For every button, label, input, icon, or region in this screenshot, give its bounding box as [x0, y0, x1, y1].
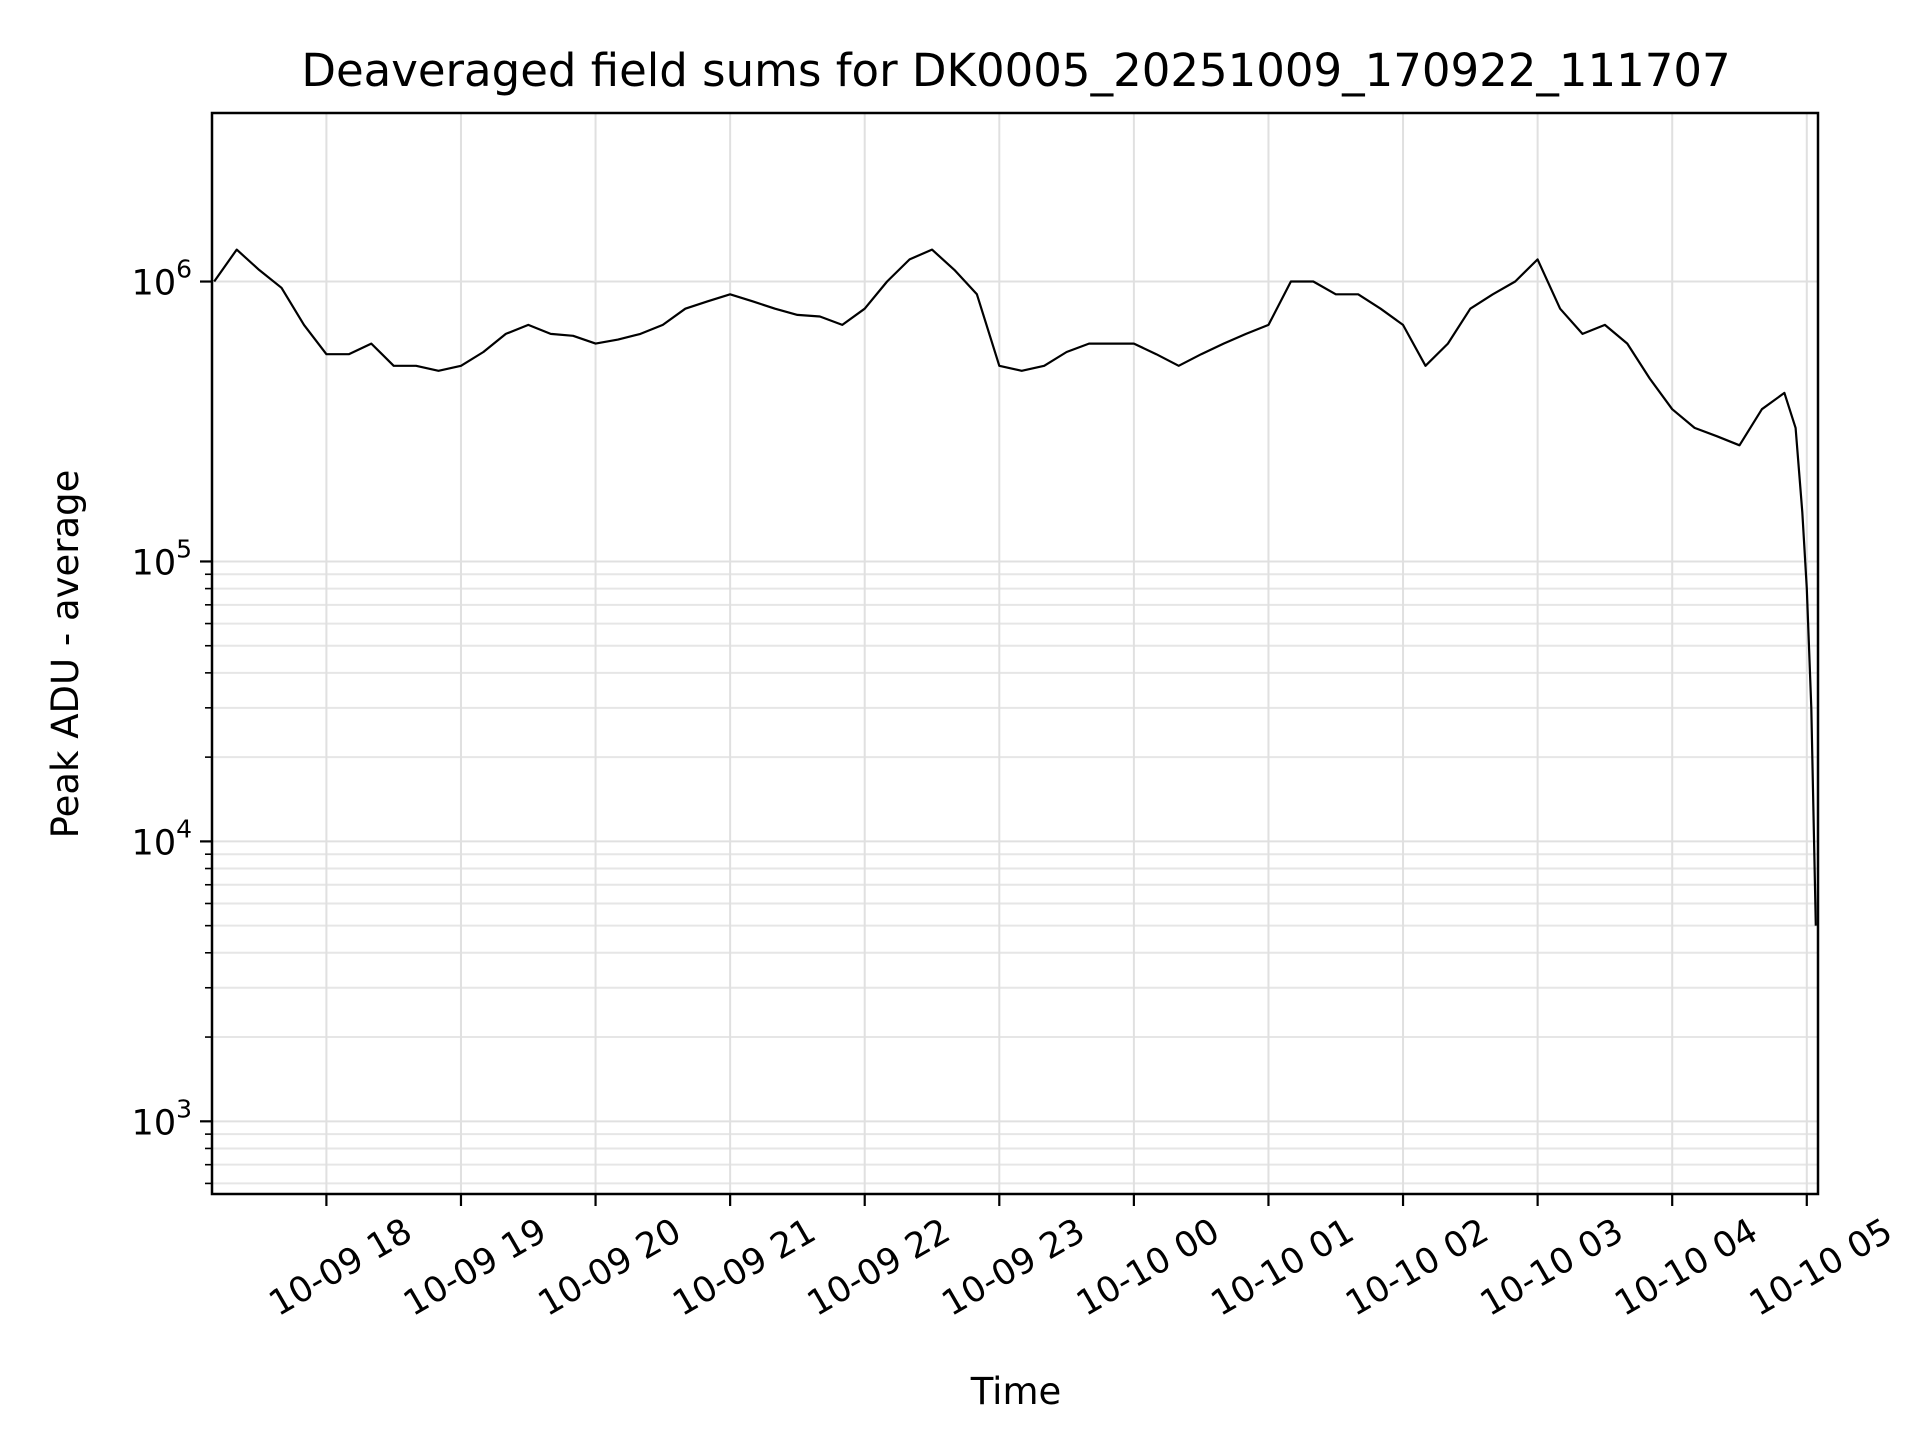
series-layer — [213, 248, 1817, 926]
y-axis-label: Peak ADU - average — [44, 470, 87, 839]
y-axis: 103 104 105 106 — [132, 255, 212, 1185]
x-axis-label: Time — [970, 1370, 1062, 1413]
plot-frame — [210, 111, 1820, 1196]
y-tick-label: 103 — [132, 1094, 192, 1143]
chart-title: Deaveraged field sums for DK0005_2025100… — [301, 44, 1730, 97]
y-tick-label: 105 — [132, 534, 192, 583]
y-tick-label: 104 — [132, 814, 192, 863]
grid — [212, 113, 1818, 1194]
y-tick-label: 106 — [132, 255, 192, 304]
series-line — [213, 248, 1817, 926]
